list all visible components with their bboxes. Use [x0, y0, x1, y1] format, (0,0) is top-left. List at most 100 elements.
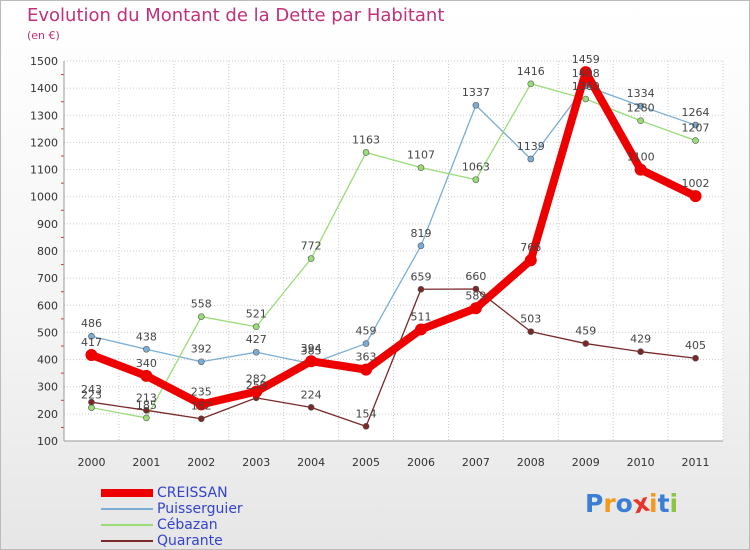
data-label-Puisserguier: 438: [136, 330, 157, 343]
data-point-Cébazan: [362, 149, 370, 156]
legend-item-Puisserguier: Puisserguier: [101, 501, 361, 517]
data-label-CREISSAN: 340: [136, 357, 157, 370]
x-tick-label: 2004: [297, 456, 325, 469]
data-label-Cébazan: 1360: [572, 80, 600, 93]
y-tick-label: 600: [37, 299, 58, 312]
data-point-Cébazan: [143, 414, 150, 422]
y-tick-label: 700: [37, 272, 58, 285]
unit-label: (en €): [27, 29, 60, 42]
data-label-Quarante: 224: [301, 388, 322, 401]
data-label-CREISSAN: 282: [246, 373, 267, 386]
x-tick-label: 2006: [407, 456, 435, 469]
proxiti-logo: Proxiti: [585, 488, 678, 520]
x-tick-label: 2010: [627, 456, 655, 469]
data-point-Puisserguier: [637, 102, 644, 110]
data-label-CREISSAN: 1002: [682, 177, 710, 190]
x-tick-label: 2009: [572, 456, 600, 469]
data-label-Puisserguier: 1334: [627, 87, 655, 100]
data-point-Puisserguier: [197, 358, 205, 366]
data-point-CREISSAN: [250, 385, 263, 398]
data-label-Cébazan: 1107: [407, 149, 435, 162]
data-label-Cébazan: 185: [136, 399, 157, 412]
data-label-Puisserguier: 392: [191, 343, 212, 356]
x-tick-label: 2005: [352, 456, 380, 469]
data-point-Quarante: [88, 398, 95, 406]
data-point-Cébazan: [197, 313, 205, 320]
data-label-Puisserguier: 1337: [462, 86, 490, 99]
data-label-Puisserguier: 1139: [517, 140, 545, 153]
data-label-CREISSAN: 766: [520, 241, 541, 254]
logo-letter: o: [615, 489, 633, 518]
y-tick-label: 400: [37, 354, 58, 367]
data-label-Puisserguier: 385: [301, 345, 322, 358]
data-label-CREISSAN: 1459: [572, 53, 600, 66]
x-tick-label: 2011: [682, 456, 710, 469]
data-point-Quarante: [582, 340, 590, 347]
data-label-Quarante: 213: [136, 391, 157, 404]
data-point-CREISSAN: [469, 302, 482, 315]
data-label-Puisserguier: 1264: [682, 106, 710, 119]
series-line-CREISSAN: [87, 68, 700, 409]
y-tick-label: 100: [37, 435, 58, 448]
legend-swatch: [101, 489, 153, 497]
data-point-Cébazan: [417, 164, 425, 171]
x-tick-label: 2003: [242, 456, 270, 469]
data-label-Quarante: 660: [465, 270, 486, 283]
data-point-Quarante: [637, 348, 644, 356]
data-point-CREISSAN: [689, 190, 702, 203]
x-tick-label: 2000: [77, 456, 105, 469]
data-label-Cébazan: 521: [246, 308, 267, 321]
data-label-Quarante: 259: [246, 379, 267, 392]
data-point-CREISSAN: [195, 398, 208, 411]
data-point-Quarante: [143, 407, 150, 414]
data-point-Puisserguier: [527, 155, 535, 163]
x-tick-label: 2007: [462, 456, 490, 469]
y-tick-label: 200: [37, 408, 58, 421]
legend: CREISSAN Puisserguier Cébazan Quarante: [101, 485, 361, 549]
data-label-Quarante: 243: [81, 383, 102, 396]
data-point-Cébazan: [582, 95, 590, 103]
data-point-Quarante: [417, 285, 425, 293]
logo-letter: i: [649, 489, 658, 518]
y-tick-label: 1200: [30, 136, 58, 149]
data-point-Puisserguier: [692, 121, 699, 129]
data-label-Cébazan: 772: [301, 240, 322, 253]
data-point-Quarante: [307, 404, 315, 411]
data-point-CREISSAN: [140, 369, 153, 382]
data-label-Quarante: 154: [356, 407, 377, 420]
data-point-Puisserguier: [143, 345, 150, 353]
data-point-Cébazan: [88, 404, 95, 411]
legend-item-CREISSAN: CREISSAN: [101, 485, 361, 501]
data-point-Quarante: [197, 415, 205, 423]
data-label-CREISSAN: 235: [191, 385, 212, 398]
data-point-CREISSAN: [85, 348, 98, 361]
data-label-Puisserguier: 459: [356, 325, 377, 338]
series-line-Cébazan: [90, 83, 697, 419]
data-label-CREISSAN: 394: [301, 342, 322, 355]
data-label-Cébazan: 1416: [517, 65, 545, 78]
data-label-Puisserguier: 486: [81, 317, 102, 330]
y-tick-label: 300: [37, 381, 58, 394]
legend-swatch: [101, 524, 153, 526]
x-tick-label: 2008: [517, 456, 545, 469]
data-label-Quarante: 659: [410, 270, 431, 283]
data-label-Quarante: 182: [191, 400, 212, 413]
data-point-Puisserguier: [362, 340, 370, 347]
legend-label: Cébazan: [157, 517, 218, 533]
data-point-Quarante: [362, 423, 370, 430]
data-point-CREISSAN: [414, 323, 427, 336]
data-label-Quarante: 503: [520, 313, 541, 326]
data-point-Cébazan: [637, 117, 644, 125]
y-tick-label: 1400: [30, 82, 58, 95]
data-label-Quarante: 459: [575, 325, 596, 338]
data-label-CREISSAN: 589: [465, 289, 486, 302]
data-point-Cébazan: [252, 323, 260, 331]
y-tick-label: 800: [37, 245, 58, 258]
data-label-Quarante: 405: [685, 339, 706, 352]
y-tick-label: 500: [37, 326, 58, 339]
data-label-Cébazan: 1063: [462, 161, 490, 174]
data-point-Puisserguier: [417, 242, 425, 250]
data-label-Cébazan: 1207: [682, 122, 710, 135]
data-point-Quarante: [472, 285, 480, 293]
